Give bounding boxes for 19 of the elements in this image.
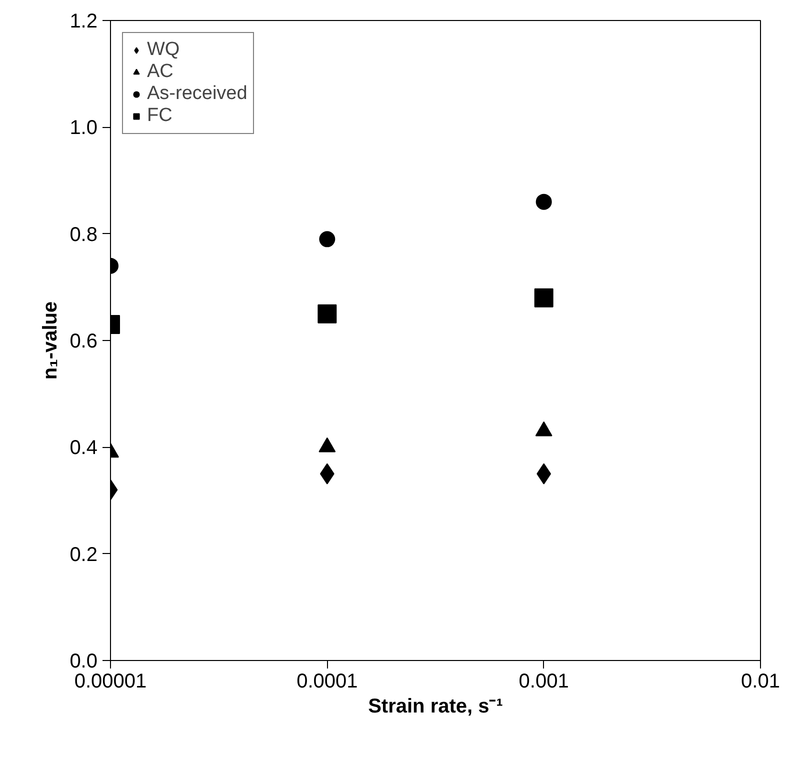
- y-tick-label: 0.4: [70, 437, 98, 460]
- y-tick-label: 0.0: [70, 650, 98, 672]
- point: [534, 288, 554, 308]
- x-tick-label: 0.0001: [296, 670, 358, 692]
- y-axis-title: n₁-value: [40, 301, 62, 380]
- legend-label: AC: [147, 61, 174, 83]
- legend-label: WQ: [147, 39, 180, 61]
- legend-label: FC: [147, 105, 172, 127]
- y-tick-label: 0.2: [70, 544, 98, 566]
- point: [536, 194, 552, 210]
- x-axis-title: Strain rate, s⁻¹: [368, 696, 504, 718]
- y-tick-label: 1.0: [70, 117, 98, 140]
- x-tick-label: 0.01: [741, 670, 780, 692]
- x-tick-label: 0.001: [518, 670, 569, 692]
- y-tick-label: 0.6: [70, 330, 98, 352]
- y-tick-label: 0.8: [70, 224, 98, 246]
- legend-label: As-received: [147, 83, 248, 105]
- x-tick-label: 0.00001: [74, 670, 147, 692]
- y-tick-label: 1.2: [70, 10, 98, 32]
